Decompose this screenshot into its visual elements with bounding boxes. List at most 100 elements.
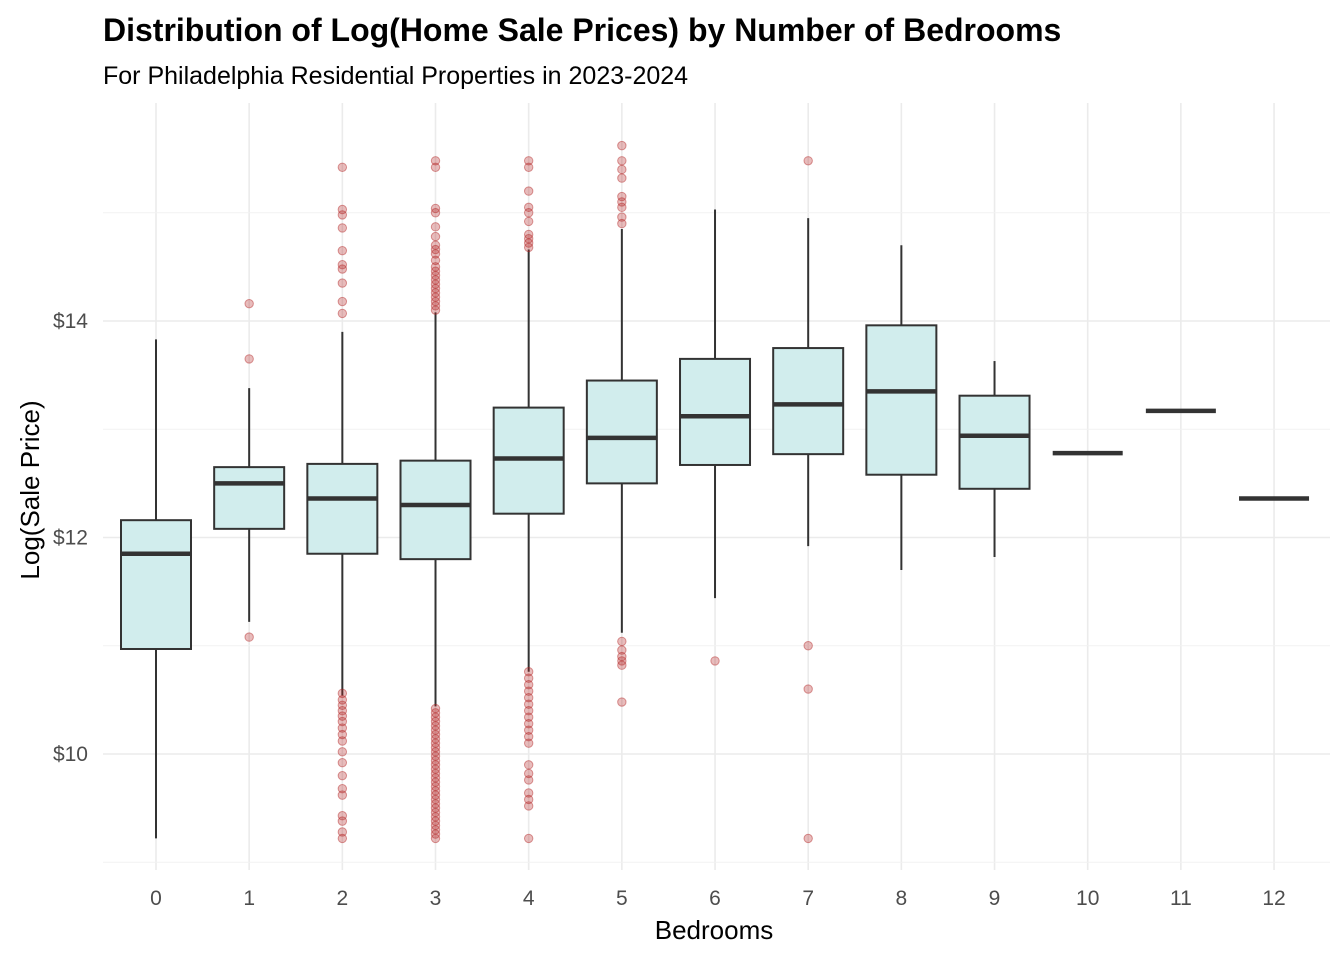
x-tick-label: 5 (616, 887, 628, 910)
outlier-point-3 (430, 833, 441, 844)
outlier-point-3 (430, 288, 441, 298)
outlier-point-3 (430, 825, 441, 835)
outlier-point-4 (523, 667, 534, 677)
box-1 (213, 466, 286, 530)
outlier-point-4 (523, 712, 534, 722)
y-tick-label: $12 (53, 527, 88, 550)
x-tick-label: 11 (1170, 887, 1192, 910)
x-tick-label: 3 (430, 887, 442, 910)
outlier-point-3 (430, 742, 441, 753)
outlier-point-3 (430, 249, 441, 259)
x-tick-label: 1 (243, 887, 255, 910)
outlier-point-3 (430, 820, 441, 831)
box-9 (958, 394, 1031, 490)
y-tick-label: $14 (53, 310, 88, 333)
outlier-point-3 (430, 244, 441, 255)
outlier-point-4 (523, 208, 534, 218)
outlier-point-4 (523, 156, 534, 166)
x-axis-title: Bedrooms (655, 915, 774, 945)
outlier-point-3 (430, 296, 441, 307)
box-6 (679, 357, 752, 466)
whiskers (155, 209, 996, 839)
outlier-point-5 (617, 156, 627, 166)
outlier-point-3 (430, 799, 441, 809)
outlier-point-2 (337, 260, 348, 270)
outlier-point-1 (244, 354, 254, 364)
outlier-point-3 (430, 751, 441, 761)
y-axis-ticks: $10 $12 $14 (53, 310, 88, 766)
x-tick-label: 0 (150, 887, 162, 910)
outlier-point-2 (337, 204, 348, 215)
box-2 (306, 462, 379, 555)
x-tick-label: 6 (709, 887, 721, 910)
outlier-point-4 (523, 706, 534, 716)
outlier-point-3 (430, 721, 441, 731)
outlier-point-4 (523, 234, 534, 244)
outlier-point-2 (337, 729, 348, 740)
outlier-point-4 (523, 202, 534, 213)
outlier-point-4 (523, 238, 534, 248)
outlier-point-3 (430, 777, 441, 787)
outlier-point-3 (430, 816, 441, 826)
outlier-point-4 (523, 801, 534, 811)
box-5 (585, 379, 658, 485)
outlier-point-1 (244, 632, 254, 642)
outlier-point-3 (430, 162, 441, 172)
outlier-point-3 (430, 781, 441, 792)
x-tick-label: 10 (1076, 887, 1099, 910)
outlier-point-5 (617, 164, 627, 175)
outlier-point-2 (337, 264, 348, 274)
outlier-point-2 (337, 711, 348, 721)
outlier-point-4 (523, 794, 534, 805)
outlier-point-3 (430, 786, 441, 796)
outlier-point-4 (523, 699, 534, 709)
outlier-point-2 (337, 716, 348, 727)
outlier-point-2 (337, 747, 348, 757)
outlier-point-3 (430, 240, 441, 250)
outlier-point-4 (523, 229, 534, 240)
outlier-point-2 (337, 827, 348, 837)
outlier-point-3 (430, 812, 441, 822)
box-0 (120, 519, 192, 650)
outlier-point-3 (430, 773, 441, 783)
outlier-point-2 (337, 816, 348, 826)
outlier-point-3 (430, 716, 441, 727)
outlier-point-3 (430, 760, 441, 770)
outlier-point-3 (430, 283, 441, 294)
plot-grid (103, 103, 1330, 870)
outlier-point-3 (430, 708, 441, 718)
outlier-point-5 (617, 218, 627, 229)
outlier-point-3 (430, 275, 441, 285)
outlier-point-5 (617, 197, 627, 207)
outlier-point-6 (710, 656, 720, 666)
outlier-point-2 (337, 833, 348, 844)
outlier-point-3 (430, 703, 441, 714)
boxes (120, 324, 1310, 650)
outlier-point-3 (430, 829, 441, 839)
outlier-point-3 (430, 262, 441, 272)
outlier-point-5 (617, 140, 627, 151)
outlier-point-5 (617, 651, 627, 662)
outlier-point-2 (337, 700, 348, 710)
box-8 (865, 324, 938, 476)
outlier-point-2 (337, 210, 348, 220)
outlier-point-4 (523, 788, 534, 798)
outlier-point-4 (523, 725, 534, 735)
outlier-point-3 (430, 231, 441, 242)
outlier-point-4 (523, 738, 534, 748)
outlier-point-2 (337, 162, 348, 172)
box-3 (399, 459, 472, 561)
outlier-point-5 (617, 660, 627, 670)
y-tick-label: $10 (53, 743, 88, 766)
x-tick-label: 12 (1262, 887, 1285, 910)
outlier-point-2 (337, 770, 348, 781)
outlier-point-3 (430, 222, 441, 232)
outlier-point-3 (430, 712, 441, 722)
outlier-point-3 (430, 768, 441, 779)
outlier-point-2 (337, 308, 348, 319)
outlier-point-3 (430, 764, 441, 774)
outlier-point-3 (430, 729, 441, 740)
outlier-point-7 (803, 641, 813, 651)
outlier-point-3 (430, 803, 441, 813)
